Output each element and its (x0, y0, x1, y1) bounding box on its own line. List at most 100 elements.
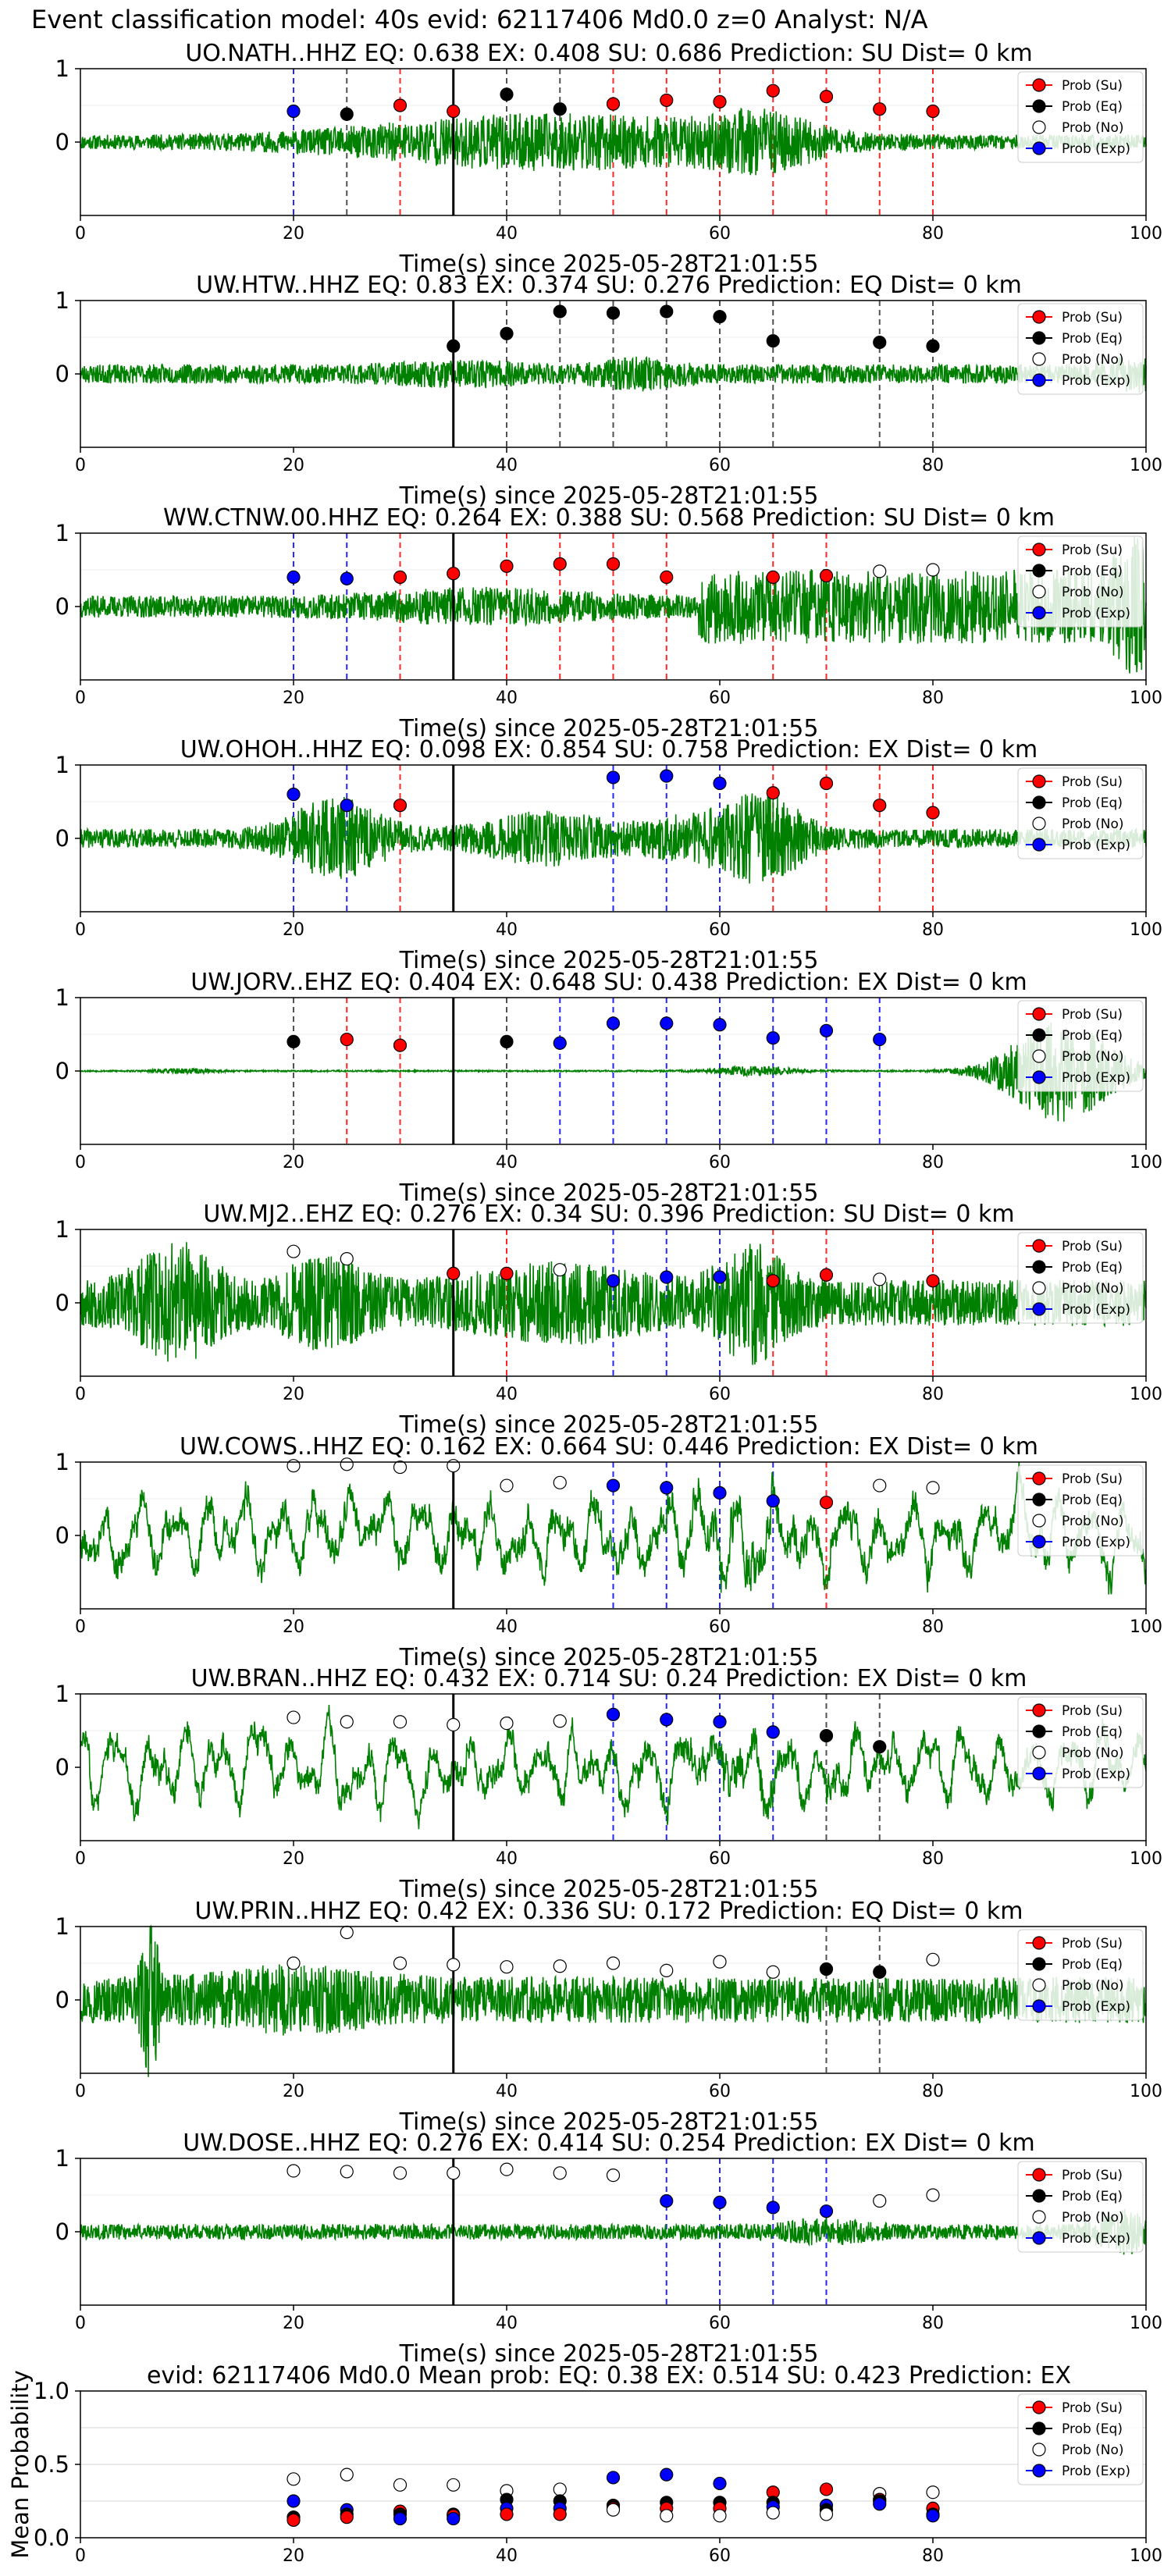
x-tick-label: 60 (709, 688, 731, 708)
y-tick-label: 0 (55, 2218, 69, 2245)
legend-label: Prob (Exp) (1062, 1302, 1130, 1318)
prob-marker-eq (287, 1034, 301, 1049)
x-axis-label: Time(s) since 2025-05-28T21:01:55 (399, 715, 819, 742)
prob-marker-exp (606, 770, 621, 785)
prob-marker-exp (660, 1016, 674, 1030)
prob-marker-no (447, 1459, 461, 1473)
legend-marker-no (1032, 1514, 1046, 1528)
legend-label: Prob (Eq) (1062, 1493, 1123, 1508)
waveform-trace (80, 1023, 1147, 1122)
legend-marker-no (1032, 120, 1046, 134)
x-tick-label: 80 (922, 1153, 944, 1172)
panel-1: UO.NATH..HHZ EQ: 0.638 EX: 0.408 SU: 0.6… (55, 40, 1162, 278)
x-tick-label: 40 (496, 1385, 518, 1404)
legend-label: Prob (Su) (1062, 1471, 1123, 1487)
prob-marker-eq (873, 1740, 887, 1754)
panel-title: evid: 62117406 Md0.0 Mean prob: EQ: 0.38… (147, 2362, 1071, 2389)
legend-label: Prob (Su) (1062, 78, 1123, 94)
legend-label: Prob (Su) (1062, 2168, 1123, 2183)
legend-box (1017, 767, 1144, 859)
x-axis-label: Time(s) since 2025-05-28T21:01:55 (399, 1644, 819, 1671)
legend-label: Prob (No) (1062, 1514, 1124, 1529)
y-tick-label: 0 (55, 825, 69, 852)
prob-marker-eq (660, 304, 674, 318)
prob-marker-su (393, 98, 408, 112)
prob-marker-no (553, 2166, 567, 2180)
legend-box (1017, 71, 1144, 163)
prob-marker-exp (340, 799, 354, 813)
waveform-trace (80, 1461, 1147, 1595)
prob-marker-su (819, 90, 834, 104)
x-tick-label: 80 (922, 2314, 944, 2333)
legend-marker-exp (1032, 141, 1046, 155)
legend-marker-exp (1032, 2464, 1046, 2478)
prob-marker-exp (713, 1270, 727, 1284)
legend-marker-su (1032, 543, 1046, 557)
waveform-trace (80, 1924, 1147, 2077)
legend-label: Prob (Eq) (1062, 1724, 1123, 1740)
x-tick-label: 80 (922, 688, 944, 708)
prob-marker-exp (713, 1715, 727, 1729)
y-tick-label: 0 (55, 1987, 69, 2013)
prob-marker-su (660, 570, 674, 585)
prob-marker-su (553, 557, 567, 571)
prob-marker-su (766, 84, 780, 98)
y-tick-label: 0 (55, 593, 69, 620)
prob-marker-eq (500, 87, 514, 101)
panel-3: WW.CTNW.00.HHZ EQ: 0.264 EX: 0.388 SU: 0… (55, 504, 1162, 742)
x-tick-label: 60 (709, 2082, 731, 2101)
prob-marker-no (447, 2166, 461, 2180)
legend-marker-eq (1032, 331, 1046, 345)
x-tick-label: 60 (709, 456, 731, 475)
prob-marker-eq (819, 1962, 834, 1976)
legend-marker-no (1032, 1049, 1046, 1063)
x-tick-label: 40 (496, 2314, 518, 2333)
legend-label: Prob (Eq) (1062, 795, 1123, 811)
legend: Prob (Su) Prob (Eq) Prob (No) Prob (Exp) (1017, 1232, 1144, 1324)
panel-7: UW.COWS..HHZ EQ: 0.162 EX: 0.664 SU: 0.4… (55, 1433, 1162, 1671)
legend-box (1017, 1000, 1144, 1092)
legend-label: Prob (No) (1062, 1745, 1124, 1761)
legend-marker-su (1032, 1007, 1046, 1021)
y-tick-label: 1 (55, 752, 69, 778)
prob-marker-no (873, 2194, 887, 2208)
prob-marker-su (819, 2482, 834, 2496)
prob-marker-eq (926, 339, 940, 353)
legend-box (1017, 1696, 1144, 1788)
x-tick-label: 20 (283, 1849, 304, 1869)
x-tick-label: 0 (75, 1617, 86, 1637)
x-tick-label: 20 (283, 2546, 304, 2566)
panel-title: UO.NATH..HHZ EQ: 0.638 EX: 0.408 SU: 0.6… (185, 40, 1032, 67)
prob-marker-su (553, 2507, 567, 2521)
legend-label: Prob (Exp) (1062, 2231, 1130, 2247)
y-tick-label: 1 (55, 984, 69, 1011)
legend-marker-eq (1032, 99, 1046, 113)
prob-marker-su (500, 559, 514, 573)
x-tick-label: 100 (1130, 456, 1162, 475)
x-tick-label: 100 (1130, 920, 1162, 940)
waveform-trace (80, 1704, 1147, 1830)
legend-box (1017, 1232, 1144, 1324)
legend-label: Prob (Exp) (1062, 1999, 1130, 2015)
prob-marker-su (287, 2513, 301, 2528)
legend-marker-su (1032, 1936, 1046, 1950)
x-tick-label: 100 (1130, 688, 1162, 708)
prob-marker-eq (500, 326, 514, 340)
y-tick-label: 1 (55, 1913, 69, 1940)
x-tick-label: 100 (1130, 1849, 1162, 1869)
legend-label: Prob (No) (1062, 352, 1124, 368)
x-tick-label: 0 (75, 1385, 86, 1404)
legend-label: Prob (Su) (1062, 1703, 1123, 1719)
legend: Prob (Su) Prob (Eq) Prob (No) Prob (Exp) (1017, 1000, 1144, 1092)
prob-marker-no (553, 1475, 567, 1489)
prob-marker-exp (873, 1032, 887, 1047)
prob-marker-su (926, 1274, 940, 1288)
waveform-trace (80, 107, 1147, 176)
x-tick-label: 60 (709, 1617, 731, 1637)
prob-marker-no (926, 1481, 940, 1495)
prob-marker-no (553, 1263, 567, 1277)
legend-label: Prob (Exp) (1062, 373, 1130, 389)
prob-marker-exp (606, 1274, 621, 1288)
x-axis-label: Time(s) since 2025-05-28T21:01:55 (399, 2108, 819, 2136)
